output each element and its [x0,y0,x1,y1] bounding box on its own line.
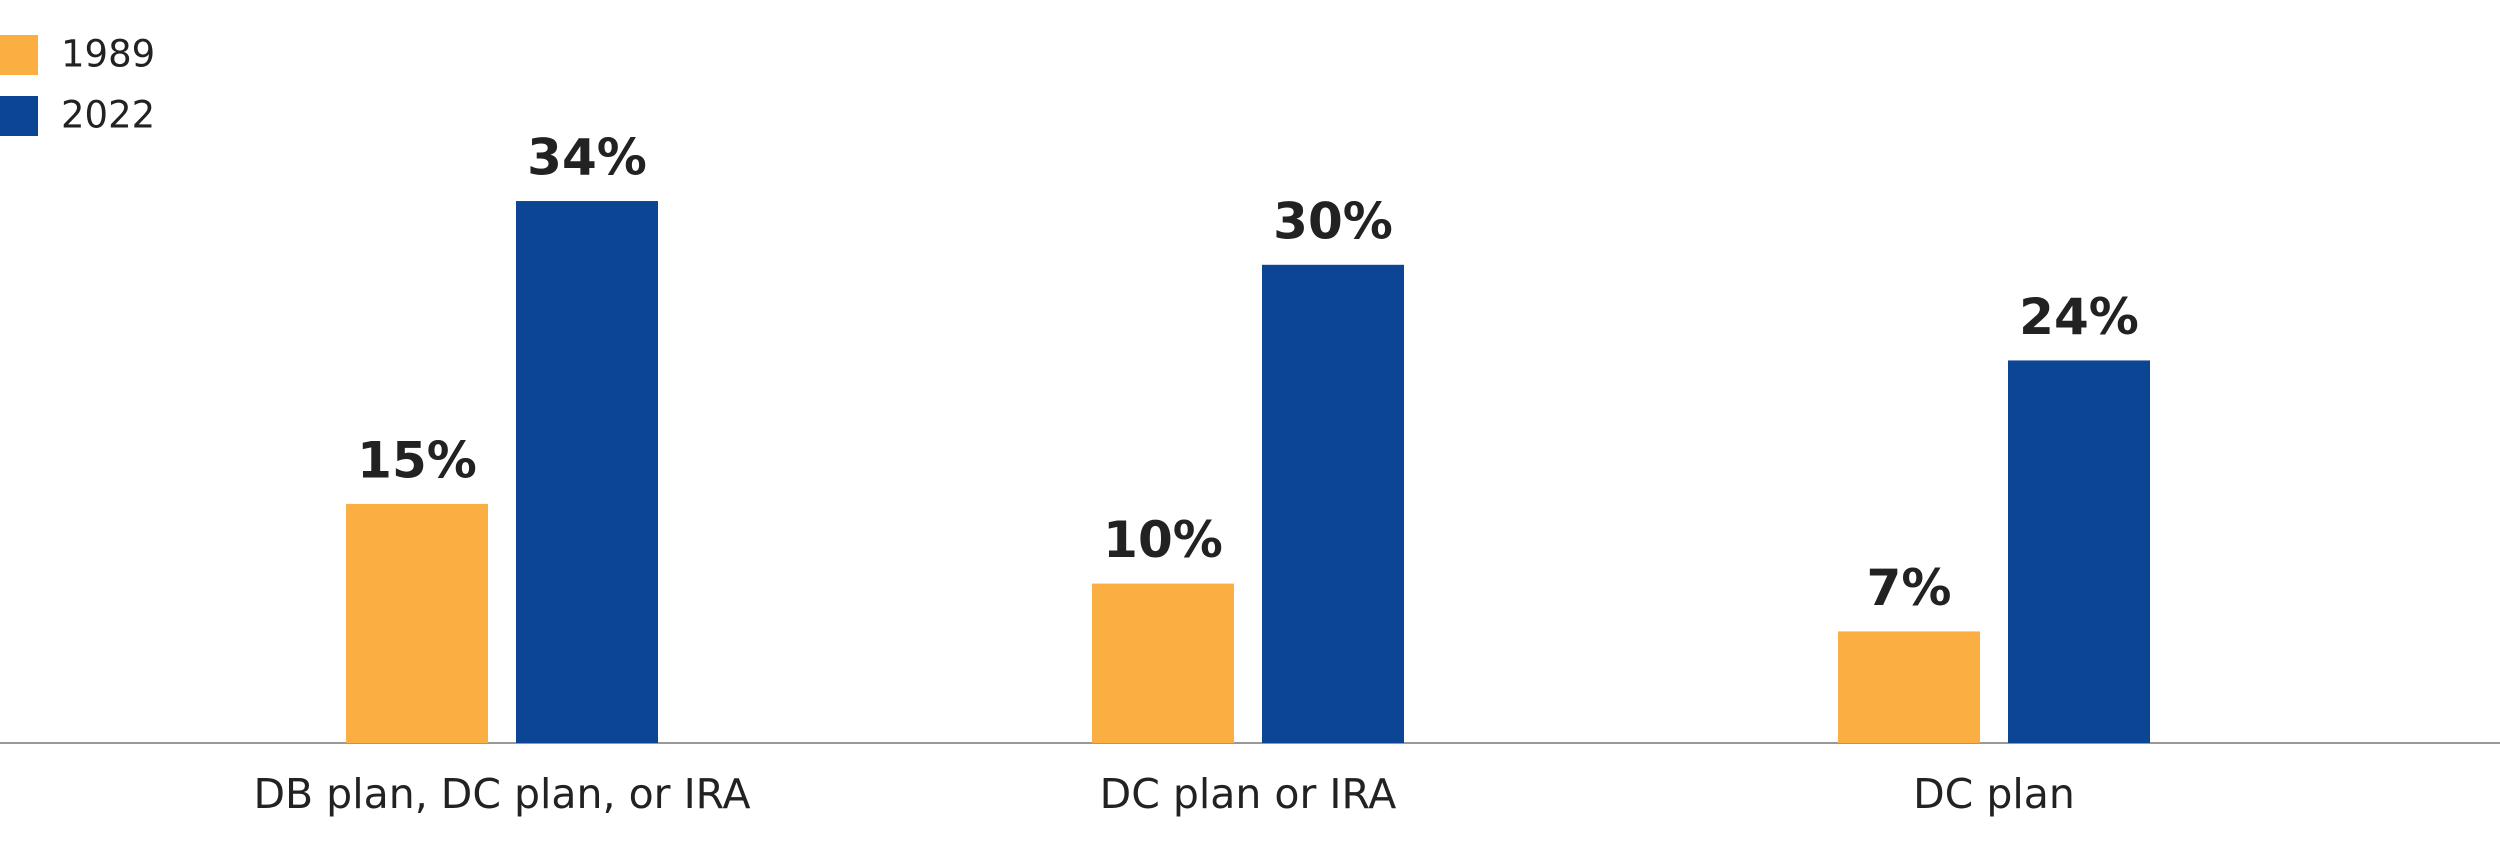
category-label: DB plan, DC plan, or IRA [253,770,750,818]
category-label: DC plan [1913,770,2075,818]
bar [1262,264,1404,743]
legend-label: 2022 [61,94,155,137]
bar [1838,631,1980,743]
value-label: 24% [2019,288,2139,346]
legend-swatch [0,35,38,75]
bar [346,503,488,743]
value-label: 10% [1103,511,1223,569]
value-label: 34% [527,129,647,187]
legend-label: 1989 [61,33,155,76]
legend-swatch [0,96,38,136]
value-label: 15% [357,431,477,489]
value-label: 30% [1273,192,1393,250]
bar [516,201,658,744]
category-label: DC plan or IRA [1100,770,1397,818]
bar [2008,360,2150,743]
bar [1092,583,1234,743]
value-label: 7% [1867,559,1952,617]
